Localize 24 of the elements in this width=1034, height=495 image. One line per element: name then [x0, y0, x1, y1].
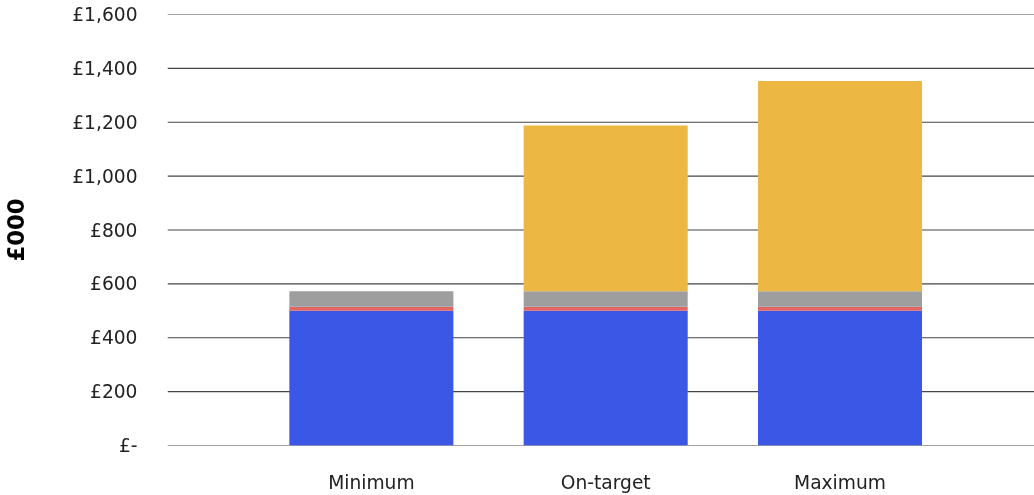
bar [289, 291, 454, 307]
bar [289, 306, 454, 311]
bar [758, 81, 923, 292]
y-tick-label: £200 [90, 381, 138, 403]
y-tick-label: £1,600 [72, 4, 138, 25]
bar [289, 310, 454, 446]
bar [523, 125, 688, 292]
x-tick-label: On-target [560, 471, 651, 493]
y-tick-label: £800 [90, 219, 138, 241]
x-tick-label: Maximum [794, 471, 886, 493]
bar [523, 306, 688, 311]
y-tick-label: £1,400 [72, 57, 138, 79]
bar [758, 310, 923, 446]
y-tick-label: £400 [90, 327, 138, 349]
bar [523, 310, 688, 446]
bar [523, 291, 688, 307]
x-tick-label: Minimum [328, 471, 415, 493]
y-tick-label: £- [118, 435, 138, 456]
y-tick-label: £1,000 [72, 165, 138, 187]
bar [758, 306, 923, 311]
bar [758, 291, 923, 307]
y-tick-label: £600 [90, 273, 138, 295]
y-axis-title: £000 [3, 198, 30, 262]
y-tick-label: £1,200 [72, 111, 138, 133]
